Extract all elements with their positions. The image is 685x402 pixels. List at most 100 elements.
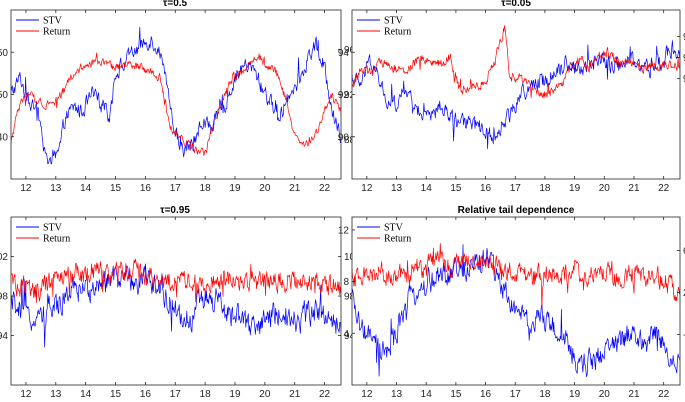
x-tick-label: 16	[480, 389, 492, 400]
y-tick-label-left: 60	[0, 48, 8, 59]
legend-label-stv: STV	[43, 16, 63, 27]
y-tick-label-left: 40	[0, 132, 8, 143]
y-tick-label-right: 88	[344, 135, 356, 146]
y-tick-label-right: 92	[344, 90, 356, 101]
panel-title: τ=0.05	[501, 0, 531, 9]
legend-label-return: Return	[43, 27, 70, 38]
x-tick-label: 17	[510, 183, 522, 194]
x-tick-label: 21	[289, 389, 301, 400]
x-tick-label: 18	[200, 183, 212, 194]
x-tick-label: 20	[259, 183, 271, 194]
panel-title: τ=0.95	[160, 205, 190, 216]
x-tick-label: 12	[361, 183, 373, 194]
x-tick-label: 22	[319, 389, 331, 400]
y-tick-label-left: 94	[0, 331, 8, 342]
x-tick-label: 17	[510, 389, 522, 400]
series-lines	[11, 258, 341, 348]
x-tick-label: 12	[361, 389, 373, 400]
series-lines	[11, 26, 341, 165]
y-tick-label-right: -2	[683, 330, 685, 341]
legend-label-stv: STV	[43, 223, 63, 234]
y-tick-label-left: 102	[0, 252, 8, 263]
x-tick-label: 12	[20, 183, 32, 194]
x-tick-label: 15	[450, 183, 462, 194]
x-tick-label: 20	[599, 183, 611, 194]
panel-tau-0-5: τ=0.5 12 13 14 15 16 17 18 19 20 21 22 40 50 60 88 92 96…	[0, 0, 356, 194]
x-tick-label: 15	[450, 389, 462, 400]
x-tick-label: 15	[110, 389, 122, 400]
x-tick-label: 20	[599, 389, 611, 400]
x-tick-label: 18	[539, 389, 551, 400]
y-tick-label-right: 6	[683, 246, 685, 257]
y-tick-label-left: 92	[338, 90, 350, 101]
x-tick-label: 22	[658, 183, 670, 194]
legend-label-return: Return	[384, 234, 411, 245]
y-tick-label-right: 2	[683, 288, 685, 299]
x-tick-label: 21	[289, 183, 301, 194]
plot-area	[11, 10, 341, 179]
y-tick-label-left: 90	[338, 132, 350, 143]
axes-frame	[351, 216, 681, 386]
x-tick-label: 13	[391, 183, 403, 194]
plot-area	[11, 217, 341, 385]
x-tick-label: 14	[421, 389, 433, 400]
y-tick-label-right: 96	[344, 45, 356, 56]
x-tick-label: 14	[80, 389, 92, 400]
x-tick-label: 14	[421, 183, 433, 194]
x-tick-label: 21	[628, 183, 640, 194]
x-tick-label: 12	[20, 389, 32, 400]
series-line-stv	[352, 40, 680, 150]
panel-tau-0-05: τ=0.05 121314151617181920212290929494969…	[338, 0, 685, 194]
y-tick-label-right: 94	[683, 74, 685, 85]
x-tick-label: 15	[110, 183, 122, 194]
series-line-return	[352, 243, 680, 309]
series-line-stv	[352, 244, 680, 378]
x-tick-label: 13	[50, 183, 62, 194]
y-tick-label-left: 94	[338, 48, 350, 59]
x-tick-label: 16	[480, 183, 492, 194]
x-tick-label: 16	[140, 183, 152, 194]
series-lines	[352, 243, 680, 378]
y-tick-label-right: 98	[683, 32, 685, 43]
x-tick-label: 19	[229, 389, 241, 400]
y-tick-label-left: 50	[0, 90, 8, 101]
panel-title: τ=0.5	[163, 0, 188, 9]
x-tick-label: 22	[319, 183, 331, 194]
y-tick-label-left: 4	[343, 329, 349, 340]
x-tick-label: 14	[80, 183, 92, 194]
legend-label-return: Return	[43, 234, 70, 245]
y-tick-label-left: 8	[343, 277, 349, 288]
series-line-return	[352, 25, 680, 99]
y-tick-label-right: 98	[344, 292, 356, 303]
x-tick-label: 18	[200, 389, 212, 400]
legend-label-stv: STV	[384, 16, 404, 27]
x-tick-label: 20	[259, 389, 271, 400]
x-tick-label: 19	[229, 183, 241, 194]
y-tick-label-right: 94	[344, 331, 356, 342]
x-tick-label: 19	[569, 183, 581, 194]
y-tick-label-left: 98	[0, 292, 8, 303]
x-tick-label: 13	[50, 389, 62, 400]
x-tick-label: 17	[170, 183, 182, 194]
series-line-stv	[11, 263, 341, 348]
panel-relative-tail-dependence: Relative tail dependence 12 13 14 15 16 17 18 1…	[338, 205, 685, 400]
series-line-return	[11, 258, 341, 304]
series-line-return	[11, 52, 341, 156]
series-lines	[352, 25, 680, 150]
x-tick-label: 16	[140, 389, 152, 400]
x-tick-label: 19	[569, 389, 581, 400]
x-tick-label: 22	[658, 389, 670, 400]
x-tick-label: 13	[391, 389, 403, 400]
y-tick-label-right: 96	[683, 53, 685, 64]
plot-area	[352, 217, 680, 385]
legend-label-return: Return	[384, 27, 411, 38]
x-tick-label: 18	[539, 183, 551, 194]
panel-tau-0-95: τ=0.95 12 13 14 15 16 17 18 19 20 21 22 94 98 102 94 98…	[0, 205, 361, 400]
panel-title: Relative tail dependence	[458, 205, 575, 216]
legend-label-stv: STV	[384, 223, 404, 234]
x-tick-label: 17	[170, 389, 182, 400]
